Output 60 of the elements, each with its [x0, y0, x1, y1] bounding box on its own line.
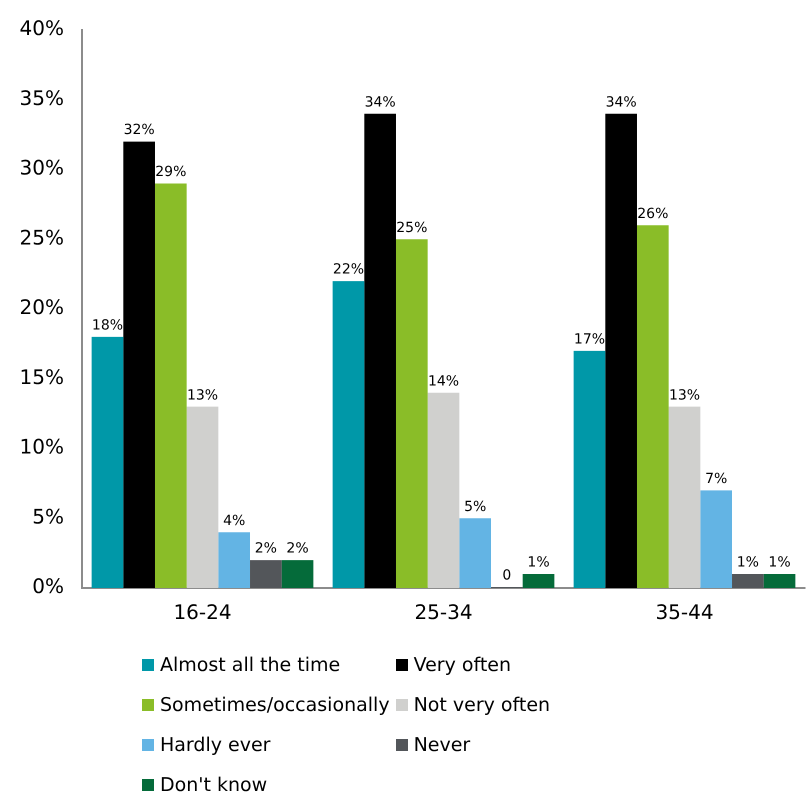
- bar: [574, 350, 606, 588]
- legend-label: Very often: [414, 654, 512, 676]
- bar: [92, 336, 124, 588]
- legend-label: Don't know: [160, 774, 268, 796]
- bar: [459, 518, 492, 588]
- legend-label: Not very often: [414, 694, 550, 716]
- data-label: 13%: [668, 387, 700, 404]
- x-tick-label: 35-44: [655, 600, 714, 624]
- data-label: 18%: [92, 318, 124, 334]
- data-label: 1%: [736, 554, 759, 571]
- bar: [332, 281, 364, 588]
- bar: [364, 114, 396, 588]
- data-label: 13%: [186, 387, 218, 404]
- data-label: 2%: [254, 540, 277, 557]
- bar: [282, 560, 314, 588]
- bar: [764, 574, 796, 588]
- data-label: 26%: [637, 206, 668, 222]
- bar: [636, 225, 669, 588]
- bar: [396, 239, 428, 588]
- bar: [123, 142, 155, 588]
- y-tick-label: 10%: [20, 434, 64, 459]
- bar: [700, 490, 732, 588]
- data-label: 2%: [286, 540, 309, 557]
- legend-label: Never: [414, 734, 470, 756]
- data-label: 22%: [332, 262, 364, 278]
- bar: [154, 183, 187, 588]
- legend-label: Hardly ever: [160, 734, 270, 756]
- bar: [218, 532, 250, 588]
- y-tick-label: 15%: [20, 364, 64, 389]
- y-tick-label: 20%: [20, 295, 64, 320]
- data-label: 25%: [396, 220, 428, 236]
- y-tick-label: 5%: [32, 504, 64, 528]
- data-label: 17%: [574, 331, 606, 348]
- y-tick-label: 30%: [20, 156, 64, 180]
- bar: [668, 406, 700, 588]
- y-tick-label: 40%: [20, 16, 64, 40]
- bar: [522, 574, 554, 588]
- data-label: 34%: [606, 94, 637, 110]
- bar: [186, 406, 218, 588]
- data-label: 7%: [705, 470, 728, 487]
- legend-label: Almost all the time: [160, 654, 340, 676]
- data-label: 4%: [223, 512, 246, 529]
- bar: [605, 114, 637, 588]
- bar: [428, 392, 460, 588]
- x-tick-label: 16-24: [173, 600, 232, 624]
- y-tick-label: 35%: [20, 86, 64, 110]
- data-label: 1%: [527, 554, 550, 571]
- data-label: 0: [502, 568, 512, 584]
- data-label: 5%: [464, 498, 486, 515]
- y-tick-label: 0%: [32, 574, 64, 598]
- bar: [250, 560, 282, 588]
- y-tick-label: 25%: [20, 225, 64, 250]
- bar: [732, 574, 764, 588]
- data-label: 34%: [364, 94, 396, 110]
- legend-label: Sometimes/occasionally: [160, 694, 390, 716]
- x-tick-label: 25-34: [414, 600, 473, 624]
- data-label: 14%: [428, 373, 460, 390]
- data-label: 29%: [155, 164, 186, 180]
- data-label: 32%: [124, 122, 155, 138]
- data-label: 1%: [768, 554, 791, 571]
